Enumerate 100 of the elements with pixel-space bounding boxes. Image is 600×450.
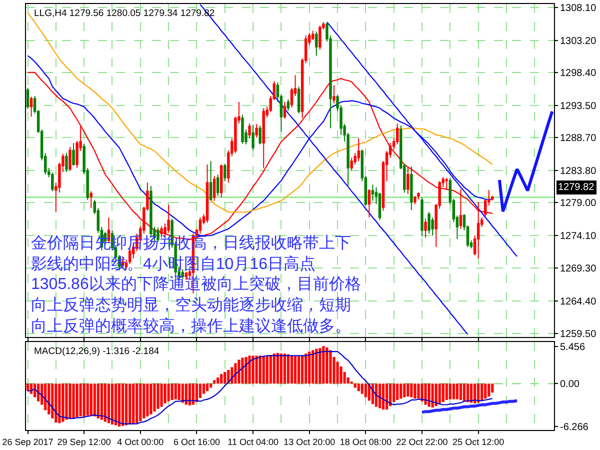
- bar: [386, 384, 388, 410]
- bar: [283, 354, 286, 384]
- x-tick-label: 13 Oct 20:00: [284, 436, 336, 447]
- bar: [93, 384, 96, 416]
- bar: [456, 384, 458, 400]
- bar: [160, 384, 163, 407]
- bar: [448, 384, 452, 400]
- bar: [156, 384, 160, 409]
- bar: [403, 384, 406, 398]
- bar: [491, 384, 494, 393]
- bar: [286, 354, 290, 384]
- bar: [206, 384, 209, 392]
- bar: [459, 384, 462, 400]
- bar: [86, 384, 89, 416]
- bar: [406, 384, 410, 397]
- bar: [294, 356, 297, 384]
- bar: [100, 384, 103, 420]
- bar: [82, 384, 86, 416]
- bar: [357, 384, 360, 392]
- bar: [213, 380, 216, 384]
- bar: [65, 384, 68, 420]
- bar: [216, 377, 220, 384]
- bar: [76, 384, 78, 418]
- bar: [431, 384, 434, 408]
- bar: [224, 372, 226, 384]
- bar: [480, 384, 484, 401]
- bar: [392, 384, 396, 402]
- bar: [452, 384, 455, 400]
- bar: [420, 384, 424, 402]
- bar: [312, 350, 314, 384]
- line-series: [420, 399, 519, 414]
- bar: [396, 384, 399, 400]
- bar: [136, 384, 138, 424]
- bar: [354, 384, 356, 388]
- bar: [266, 356, 268, 384]
- x-tick-label: 22 Oct 22:00: [396, 436, 448, 447]
- bar: [445, 384, 448, 400]
- bar: [434, 384, 438, 406]
- bar: [262, 356, 265, 384]
- y-tick-label: 0.00: [560, 379, 580, 390]
- bar: [142, 384, 146, 418]
- bar: [298, 356, 300, 384]
- bar: [258, 356, 262, 384]
- bar: [170, 384, 174, 400]
- bar: [26, 384, 30, 392]
- bar: [202, 384, 206, 394]
- candlestick: [26, 87, 30, 110]
- bar: [280, 354, 282, 384]
- bar: [110, 384, 114, 425]
- bar: [54, 384, 58, 422]
- bar: [374, 384, 378, 407]
- bar: [272, 354, 276, 384]
- bar: [150, 384, 152, 414]
- bar: [68, 384, 72, 420]
- bar: [382, 384, 385, 410]
- bar: [438, 384, 441, 404]
- x-tick-label: 18 Oct 08:00: [340, 436, 392, 447]
- bar: [192, 384, 194, 405]
- bar: [474, 384, 476, 404]
- bar: [178, 384, 180, 400]
- bar: [417, 384, 420, 399]
- bar: [466, 384, 470, 402]
- bar: [301, 356, 304, 384]
- bar: [210, 384, 212, 388]
- text: MACD(12,26,9) -1.316 -2.184: [34, 346, 160, 357]
- bar: [315, 348, 318, 384]
- bar: [104, 384, 106, 422]
- bar: [164, 384, 166, 404]
- bar: [174, 384, 177, 400]
- bar: [90, 384, 92, 416]
- bar: [195, 384, 198, 402]
- bar: [244, 357, 248, 384]
- bar: [139, 384, 142, 422]
- bar: [238, 360, 240, 384]
- bar: [400, 384, 402, 399]
- bar: [44, 384, 47, 410]
- bar: [62, 384, 64, 422]
- x-tick-label: 29 Sep 12:00: [57, 436, 111, 447]
- bar: [96, 384, 100, 418]
- bar: [118, 384, 121, 427]
- bar: [248, 356, 251, 384]
- x-tick-label: 25 Oct 12:00: [452, 436, 504, 447]
- bar: [72, 384, 75, 418]
- bar: [470, 384, 473, 403]
- bar: [329, 350, 332, 384]
- y-tick-label: 5.456: [560, 342, 586, 353]
- bar: [153, 384, 156, 412]
- bar: [484, 384, 487, 399]
- bar: [269, 354, 272, 384]
- x-tick-label: 26 Sep 2017: [2, 436, 54, 447]
- bar: [79, 384, 82, 416]
- bar: [167, 384, 170, 402]
- y-tick-label: -6.266: [560, 422, 589, 433]
- bar: [146, 384, 149, 416]
- bar: [252, 356, 254, 384]
- x-tick-label: 4 Oct 00:00: [117, 436, 164, 447]
- bar: [125, 384, 128, 426]
- bar: [241, 358, 244, 384]
- bar: [308, 352, 311, 384]
- bar: [326, 347, 328, 384]
